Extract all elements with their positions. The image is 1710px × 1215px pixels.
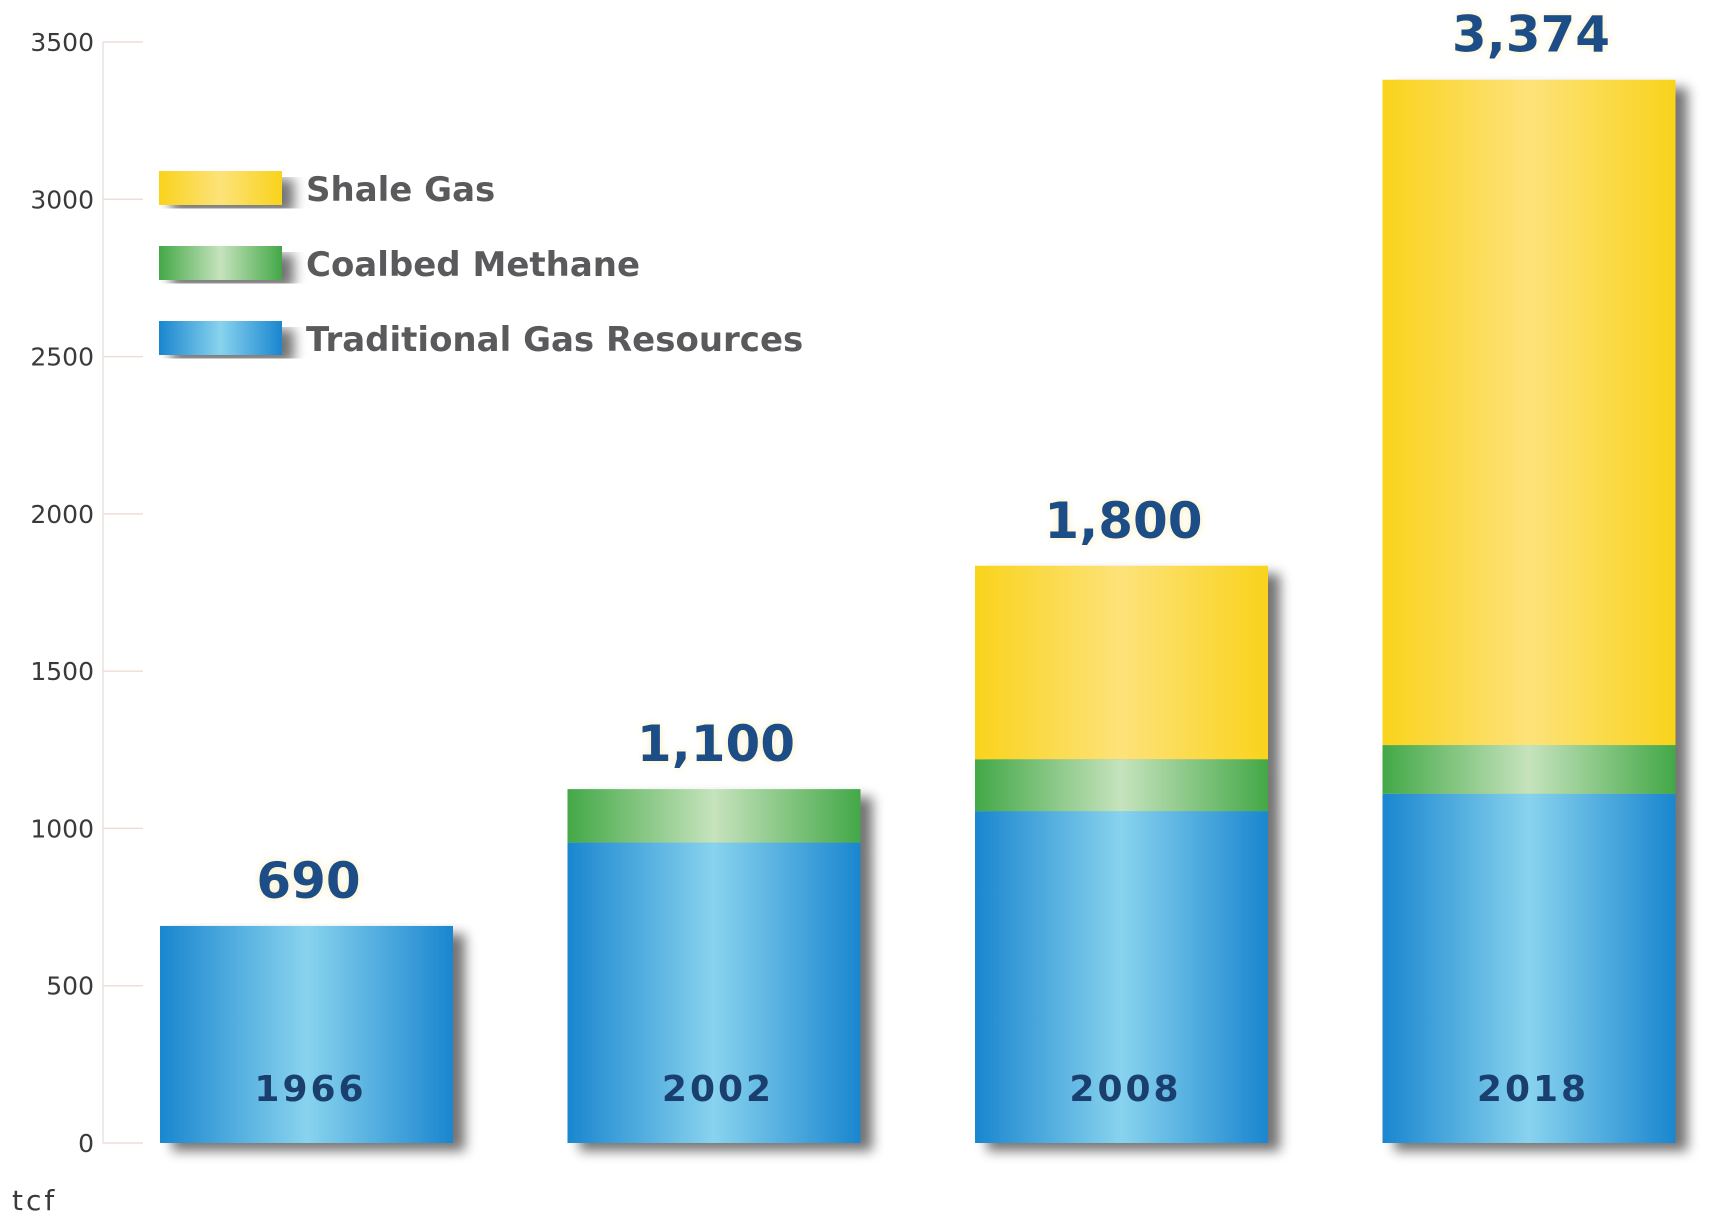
x-category-label: 1966 <box>254 1069 366 1110</box>
bar-total-label: 3,374 <box>1452 6 1610 64</box>
bars <box>160 79 1676 1143</box>
bar-segment-coalbed-methane <box>1382 745 1676 794</box>
legend-swatch <box>159 246 282 280</box>
legend-label: Coalbed Methane <box>306 245 640 285</box>
bar-segment-traditional-gas <box>1382 793 1676 1143</box>
bar-total-label: 690 <box>256 852 360 910</box>
bar-2008 <box>975 565 1268 1143</box>
bar-2018 <box>1382 79 1676 1143</box>
bar-segment-traditional-gas <box>975 811 1268 1143</box>
legend-item-coalbed-methane: Coalbed Methane <box>159 245 640 285</box>
bar-segment-coalbed-methane <box>975 759 1268 812</box>
legend-label: Shale Gas <box>306 170 495 210</box>
x-category-label: 2002 <box>662 1069 774 1110</box>
bar-total-label: 1,800 <box>1044 492 1202 550</box>
y-tick-label: 3000 <box>30 185 94 214</box>
y-tick-label: 500 <box>46 972 94 1001</box>
legend-item-shale-gas: Shale Gas <box>159 170 495 210</box>
y-axis-unit-label: tcf <box>12 1184 57 1215</box>
x-category-label: 2018 <box>1477 1069 1589 1110</box>
y-axis: 0 500 1000 1500 2000 2500 3000 3500 tcf <box>12 28 143 1215</box>
bar-segment-shale-gas <box>1382 79 1676 746</box>
bar-1966 <box>160 925 453 1143</box>
bar-segment-traditional-gas <box>160 925 453 1143</box>
bar-segment-traditional-gas <box>567 842 861 1143</box>
legend-swatch <box>159 171 282 205</box>
y-tick-label: 1000 <box>30 814 94 843</box>
y-tick-label: 2000 <box>30 500 94 529</box>
legend: Shale Gas Coalbed Methane Traditional Gas … <box>159 170 803 360</box>
bar-total-label: 1,100 <box>637 715 795 773</box>
bar-segment-shale-gas <box>975 565 1268 760</box>
x-category-label: 2008 <box>1069 1069 1181 1110</box>
y-tick-label: 0 <box>78 1129 94 1158</box>
bar-2002 <box>567 789 861 1143</box>
y-tick-label: 2500 <box>30 343 94 372</box>
y-tick-label: 1500 <box>30 657 94 686</box>
y-tick-label: 3500 <box>30 28 94 57</box>
legend-swatch <box>159 321 282 355</box>
bar-segment-coalbed-methane <box>567 789 861 843</box>
bar-labels: 690 1966 1,100 2002 1,800 2008 3,374 2018 <box>254 6 1610 1110</box>
legend-item-traditional-gas: Traditional Gas Resources <box>159 320 803 360</box>
legend-label: Traditional Gas Resources <box>306 320 803 360</box>
